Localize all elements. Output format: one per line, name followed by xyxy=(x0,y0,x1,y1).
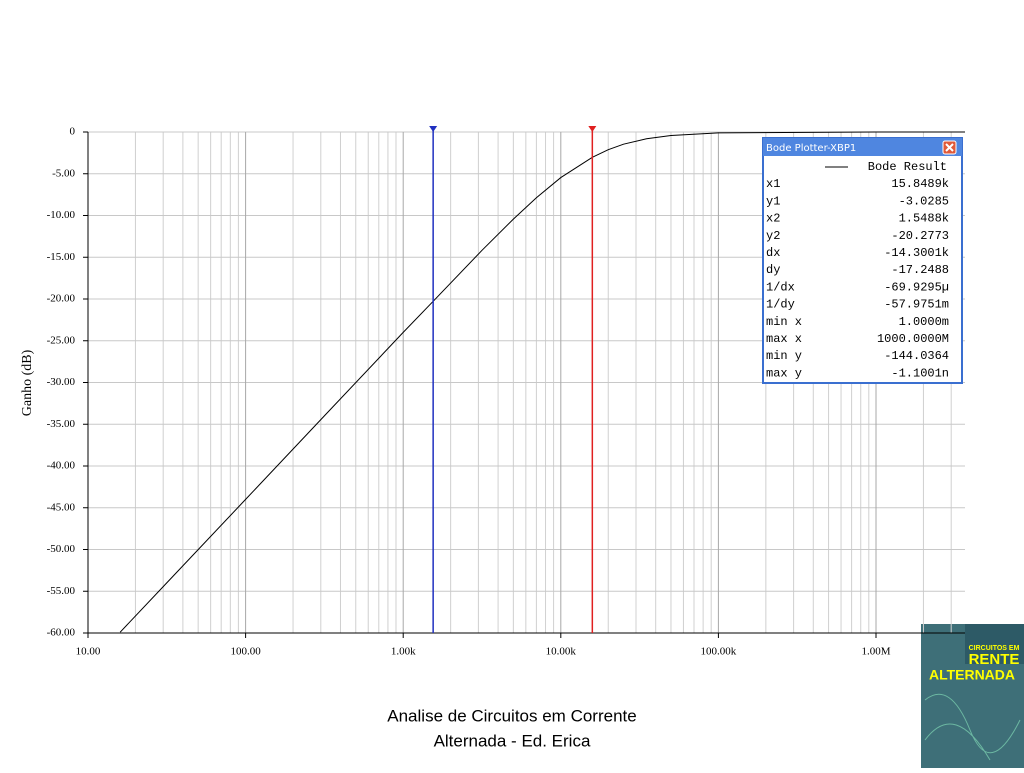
readout-value: 1.5488k xyxy=(899,212,949,226)
y-tick-label: -30.00 xyxy=(47,376,76,388)
readout-panel xyxy=(762,137,963,384)
x-tick-label: 100.00 xyxy=(230,646,261,658)
y-tick-label: -60.00 xyxy=(47,627,76,639)
readout-key: max x xyxy=(766,332,802,346)
y-tick-label: -35.00 xyxy=(47,418,76,430)
cover-art xyxy=(924,693,1021,761)
close-icon xyxy=(945,143,954,152)
y-tick-label: -25.00 xyxy=(47,334,76,346)
readout-key: dy xyxy=(766,263,780,277)
y-tick-label: -10.00 xyxy=(47,209,76,221)
cover-text: RENTE xyxy=(969,651,1020,668)
book-cover-top xyxy=(965,624,1024,664)
readout-value: -57.9751m xyxy=(884,298,949,312)
y-tick-label: -15.00 xyxy=(47,251,76,263)
caption: Analise de Circuitos em Corrente xyxy=(387,706,636,725)
readout-key: y1 xyxy=(766,194,780,208)
x-tick-label: 1.00M xyxy=(861,646,890,658)
y-tick-label: -5.00 xyxy=(52,167,75,179)
y-tick-label: -40.00 xyxy=(47,460,76,472)
readout-value: -3.0285 xyxy=(899,194,949,208)
readout-key: y2 xyxy=(766,229,780,243)
legend-label: Bode Result xyxy=(868,160,947,174)
x-tick-label: 10.00k xyxy=(546,646,577,658)
y-tick-label: -50.00 xyxy=(47,543,76,555)
readout-value: -17.2488 xyxy=(891,263,949,277)
cover-text: ALTERNADA xyxy=(929,667,1015,683)
readout-value: 15.8489k xyxy=(891,177,949,191)
x-tick-label: 1.00k xyxy=(391,646,416,658)
cursor-marker xyxy=(429,126,438,132)
cursor-marker xyxy=(588,126,597,132)
y-tick-label: 0 xyxy=(70,126,76,138)
readout-key: x2 xyxy=(766,212,780,226)
readout-key: 1/dy xyxy=(766,298,795,312)
y-tick-label: -45.00 xyxy=(47,501,76,513)
readout-value: -20.2773 xyxy=(891,229,949,243)
readout-value: -144.0364 xyxy=(884,349,949,363)
readout-value: 1.0000m xyxy=(899,315,949,329)
readout-key: max y xyxy=(766,366,802,380)
readout-key: min x xyxy=(766,315,802,329)
readout-value: -14.3001k xyxy=(884,246,949,260)
readout-value: 1000.0000M xyxy=(877,332,949,346)
y-axis-label: Ganho (dB) xyxy=(20,349,35,416)
readout-value: -1.1001n xyxy=(891,366,949,380)
readout-value: -69.9295µ xyxy=(884,280,949,294)
readout-title: Bode Plotter-XBP1 xyxy=(766,143,856,154)
y-tick-label: -55.00 xyxy=(47,585,76,597)
x-tick-label: 100.00k xyxy=(701,646,737,658)
x-tick-label: 10.00 xyxy=(76,646,101,658)
readout-key: 1/dx xyxy=(766,280,795,294)
cover-text: CIRCUITOS EM xyxy=(969,645,1020,652)
readout-key: min y xyxy=(766,349,802,363)
readout-key: x1 xyxy=(766,177,780,191)
y-tick-label: -20.00 xyxy=(47,293,76,305)
caption: Alternada - Ed. Erica xyxy=(434,731,591,750)
readout-key: dx xyxy=(766,246,780,260)
line-series xyxy=(119,131,965,633)
readout-titlebar xyxy=(763,138,962,156)
